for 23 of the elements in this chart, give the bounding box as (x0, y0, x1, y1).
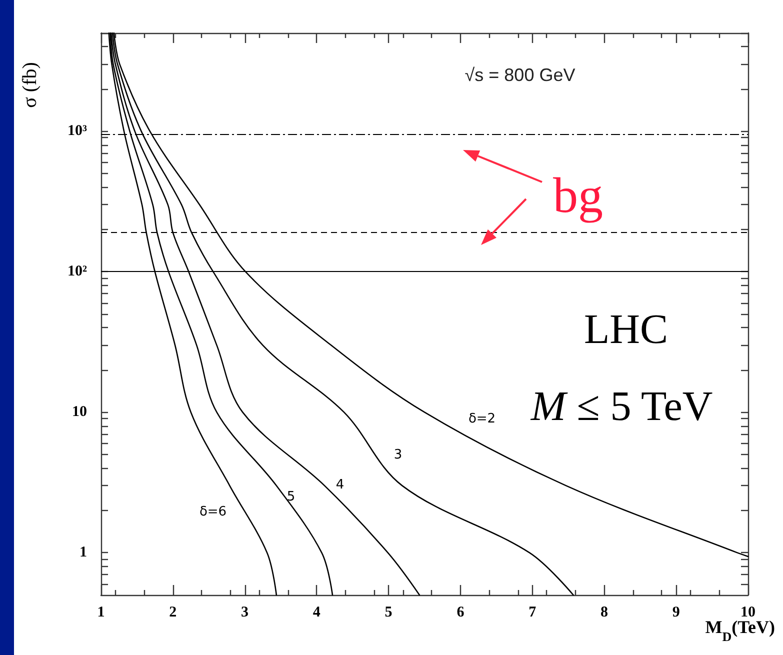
series-label: δ=2 (468, 412, 496, 426)
series-label: 5 (286, 490, 296, 504)
x-tick-label: 7 (528, 604, 537, 620)
annotation: bg (553, 167, 603, 223)
series-label: 3 (394, 448, 402, 462)
x-tick-label: 4 (312, 604, 321, 620)
annotation: √s = 800 GeV (464, 65, 576, 85)
series-label: 4 (336, 478, 344, 492)
x-tick-label: 9 (672, 604, 680, 620)
annotation: M ≤ 5 TeV (530, 384, 713, 430)
y-tick-label: 1 (80, 544, 87, 561)
y-tick-label: 10³ (68, 123, 88, 140)
x-tick-label: 2 (169, 604, 177, 620)
x-tick-label: 6 (456, 604, 465, 620)
x-tick-label: 1 (97, 604, 105, 620)
y-tick-label: 10² (68, 264, 88, 280)
x-tick-label: 3 (241, 604, 249, 620)
y-axis-title: σ (fb) (19, 62, 41, 108)
x-tick-label: 5 (384, 604, 392, 620)
annotation: LHC (584, 307, 668, 353)
series-label: δ=6 (199, 504, 227, 520)
x-tick-label: 8 (600, 604, 608, 620)
y-tick-label: 10 (72, 404, 87, 420)
